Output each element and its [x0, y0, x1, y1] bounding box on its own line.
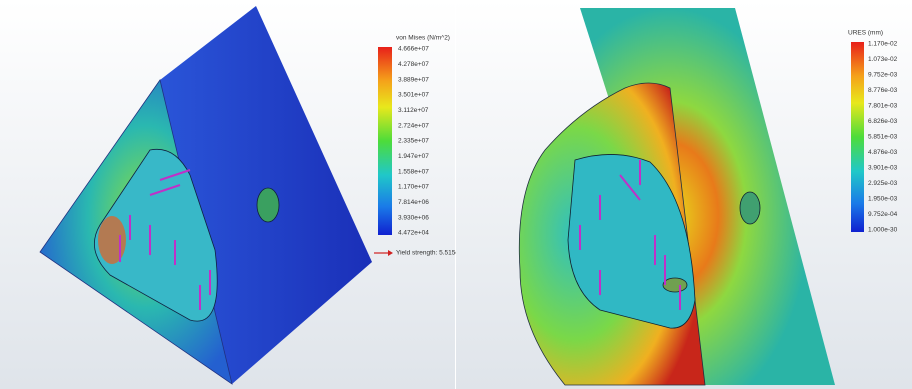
- legend-label: 4.666e+07: [398, 46, 429, 53]
- legend-label: 2.724e+07: [398, 122, 429, 129]
- legend-label: 2.335e+07: [398, 138, 429, 145]
- legend-label: 3.112e+07: [398, 107, 429, 114]
- hole: [663, 278, 687, 292]
- legend-label: 3.930e+06: [398, 214, 429, 221]
- legend-label: 5.851e-03: [868, 134, 898, 141]
- legend-label: 9.752e-03: [868, 72, 898, 79]
- legend-label: 1.000e-30: [868, 227, 898, 234]
- legend-label: 1.950e-03: [868, 196, 898, 203]
- legend-label: 3.901e-03: [868, 165, 898, 172]
- hot-spot: [98, 216, 126, 264]
- legend-label: 1.170e-02: [868, 41, 898, 48]
- legend-label: 1.558e+07: [398, 168, 429, 175]
- legend-label: 3.501e+07: [398, 92, 429, 99]
- legend-label: 9.752e-04: [868, 211, 898, 218]
- legend-title: von Mises (N/m^2): [396, 35, 450, 42]
- colorbar: [378, 47, 392, 235]
- legend-label: 8.776e-03: [868, 87, 898, 94]
- legend-label: 4.876e-03: [868, 149, 898, 156]
- legend-label: 1.073e-02: [868, 56, 898, 63]
- legend-label: 2.925e-03: [868, 180, 898, 187]
- colorbar: [851, 42, 864, 232]
- legend-title: URES (mm): [848, 30, 883, 37]
- hole: [257, 188, 279, 222]
- legend-label: 1.170e+07: [398, 184, 429, 191]
- hole: [740, 192, 760, 224]
- legend-label: 7.801e-03: [868, 103, 898, 110]
- legend-label: 3.889e+07: [398, 76, 429, 83]
- legend-label: 4.278e+07: [398, 61, 429, 68]
- legend-label: 7.814e+06: [398, 199, 429, 206]
- legend-label: 1.947e+07: [398, 153, 429, 160]
- screenshot: von Mises (N/m^2) Yield strength: 5.515e…: [0, 0, 912, 389]
- legend-label: 4.472e+04: [398, 230, 429, 237]
- legend-label: 6.826e-03: [868, 118, 898, 125]
